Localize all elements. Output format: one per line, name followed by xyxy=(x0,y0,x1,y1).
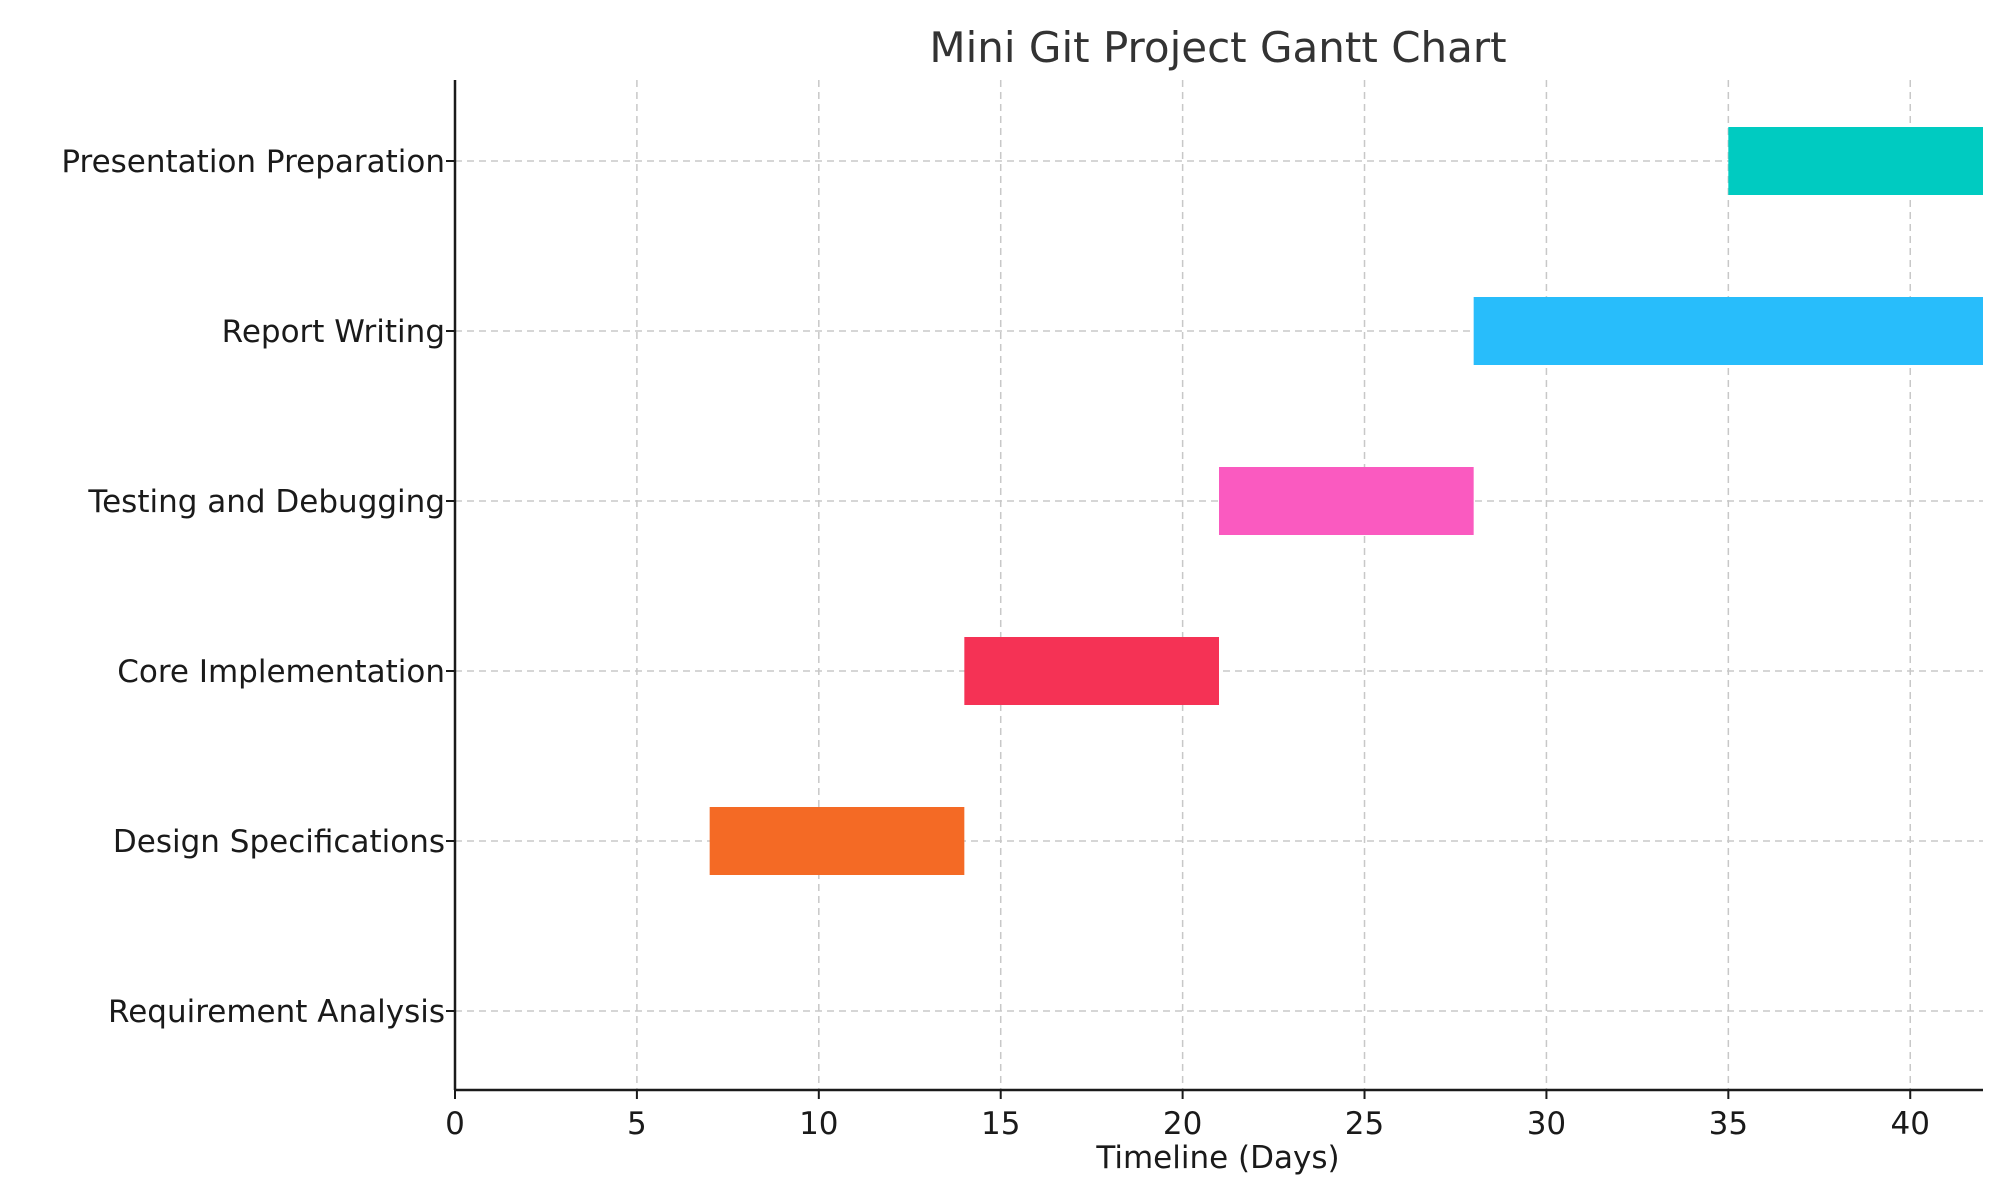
x-tick-label: 5 xyxy=(627,1106,647,1142)
grid-layer xyxy=(454,80,1983,1090)
x-axis-label: Timeline (Days) xyxy=(1095,1140,1339,1176)
task-label: Presentation Preparation xyxy=(61,144,445,180)
x-tick-label: 30 xyxy=(1527,1106,1566,1142)
task-label: Core Implementation xyxy=(117,654,445,690)
task-bar xyxy=(1473,297,1983,365)
task-label: Testing and Debugging xyxy=(87,484,445,520)
x-tick-label: 20 xyxy=(1163,1106,1202,1142)
x-tick-label: 40 xyxy=(1891,1106,1930,1142)
task-label: Requirement Analysis xyxy=(108,994,445,1030)
task-bar xyxy=(1219,467,1474,535)
x-tick-label: 15 xyxy=(981,1106,1020,1142)
bar-layer xyxy=(709,127,1983,875)
task-bar xyxy=(1728,127,1983,195)
x-tick-label: 25 xyxy=(1345,1106,1384,1142)
axis-layer: 0 5 10 15 20 25 30 35 40 Requirement Analysis Desi… xyxy=(61,80,1983,1142)
task-label: Report Writing xyxy=(222,314,445,350)
task-label: Design Specifications xyxy=(113,824,445,860)
chart-title: Mini Git Project Gantt Chart xyxy=(929,23,1506,72)
task-bar xyxy=(964,637,1219,705)
task-bar xyxy=(709,807,965,875)
x-tick-label: 0 xyxy=(445,1106,465,1142)
x-tick-label: 35 xyxy=(1709,1106,1748,1142)
x-tick-label: 10 xyxy=(799,1106,838,1142)
